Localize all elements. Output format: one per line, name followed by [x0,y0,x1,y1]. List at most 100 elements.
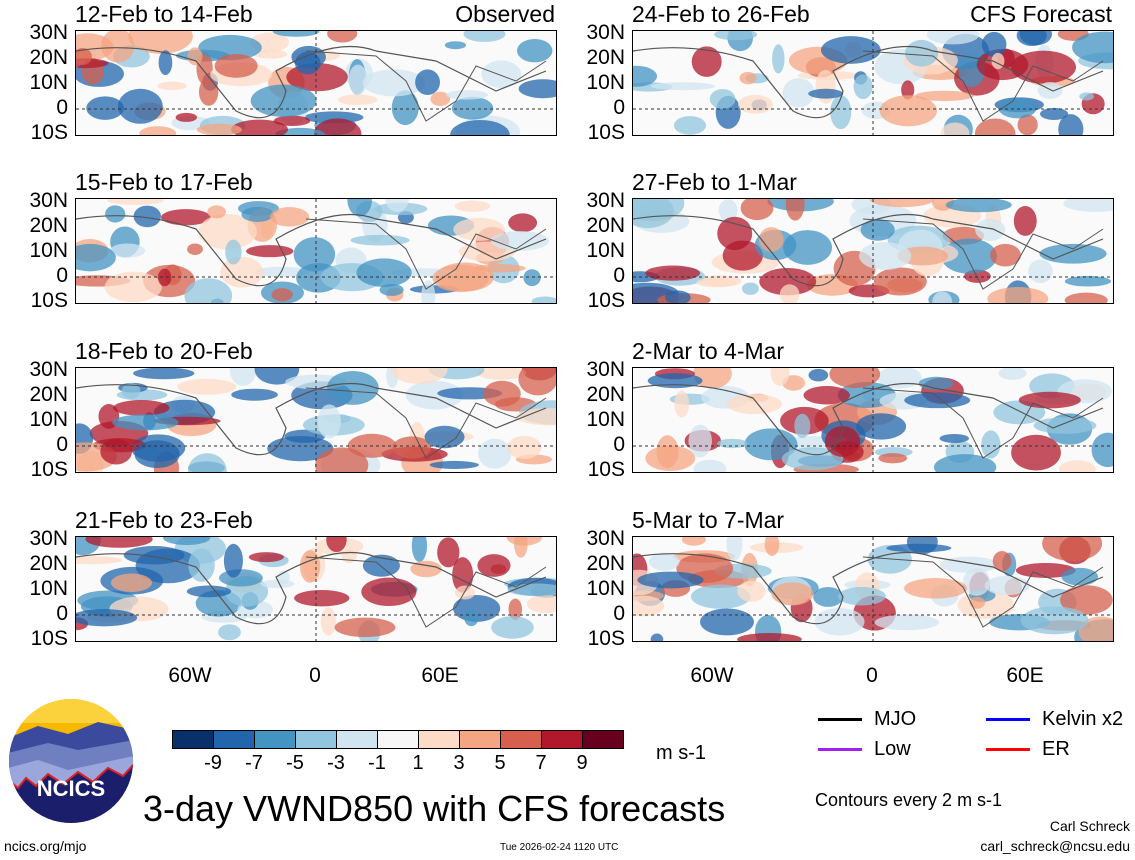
vwnd-map-panel [75,30,557,136]
lat-label: 20N [29,46,68,69]
lat-label: 30N [29,358,68,381]
lat-label: 20N [586,383,625,406]
lat-label: 0 [613,264,625,287]
colorbar-tick: -1 [368,752,386,774]
lat-label: 0 [56,264,68,287]
lat-label: 20N [586,46,625,69]
lat-label: 10S [587,627,625,650]
lat-label: 0 [613,602,625,625]
lat-label: 10N [29,577,68,600]
colorbar-swatch [214,731,255,748]
panel-date-range: 5-Mar to 7-Mar [632,507,785,533]
lat-label: 30N [586,358,625,381]
colorbar-swatch [337,731,378,748]
legend-label: Kelvin x2 [1042,708,1124,730]
lat-label: 30N [586,189,625,212]
legend-label: Low [874,738,911,760]
legend-mjo: MJO [818,708,916,731]
colorbar-swatch [296,731,337,748]
colorbar-tick: 1 [412,752,424,774]
colorbar-swatch [583,731,623,748]
colorbar-swatch [542,731,583,748]
legend-kelvin: Kelvin x2 [986,708,1123,731]
lat-label: 30N [586,527,625,550]
kelvin-line-swatch [986,718,1030,721]
lat-label: 10N [29,71,68,94]
legend-low: Low [818,738,911,761]
colorbar-tick: -5 [286,752,304,774]
lat-label: 10N [586,239,625,262]
colorbar-swatch [419,731,460,748]
lat-label: 30N [586,21,625,44]
er-line-swatch [986,748,1030,751]
legend-label: MJO [874,708,917,730]
colorbar-units: m s-1 [656,742,706,764]
colorbar-tick: -3 [327,752,345,774]
colorbar-swatch [173,731,214,748]
lat-label: 10N [586,577,625,600]
colorbar-swatch [501,731,542,748]
vwnd-map-panel [75,198,557,304]
panel-date-range: 12-Feb to 14-Feb [75,1,253,27]
panel-date-range: 18-Feb to 20-Feb [75,338,253,364]
lat-label: 20N [29,214,68,237]
colorbar-tick: 7 [535,752,547,774]
lat-label: 10S [30,458,68,481]
lat-label: 20N [586,552,625,575]
lat-label: 20N [586,214,625,237]
lat-label: 10N [29,239,68,262]
lon-label-60e: 60E [421,664,459,687]
lat-label: 10S [587,458,625,481]
panel-source-label: CFS Forecast [970,1,1112,27]
contours-note: Contours every 2 m s-1 [815,790,1003,810]
lat-label: 10S [30,289,68,312]
logo-text: NCICS [36,776,106,801]
lat-label: 0 [613,433,625,456]
lat-label: 30N [29,21,68,44]
ncics-logo: NCICS [8,698,134,824]
colorbar-tick: -7 [245,752,263,774]
author: Carl Schreck [1049,818,1130,834]
colorbar-tick: 9 [576,752,588,774]
panel-date-range: 24-Feb to 26-Feb [632,1,810,27]
vwnd-map-panel [75,367,557,473]
lat-label: 10S [30,121,68,144]
timestamp: Tue 2026-02-24 1120 UTC [500,842,619,853]
lat-label: 10N [586,408,625,431]
colorbar-tick: 3 [453,752,465,774]
vwnd-map-panel [632,198,1114,304]
lat-label: 0 [56,96,68,119]
panel-date-range: 27-Feb to 1-Mar [632,169,797,195]
lat-label: 10N [29,408,68,431]
lat-label: 10S [587,289,625,312]
lon-label-60w: 60W [168,664,212,687]
lat-label: 30N [29,527,68,550]
colorbar-tick: 5 [494,752,506,774]
website-link[interactable]: ncics.org/mjo [4,838,87,854]
mjo-line-swatch [818,718,862,721]
lon-label-0: 0 [309,664,321,687]
colorbar-swatch [460,731,501,748]
lat-label: 0 [613,96,625,119]
vwnd-map-panel [632,367,1114,473]
panel-date-range: 21-Feb to 23-Feb [75,507,253,533]
panel-date-range: 2-Mar to 4-Mar [632,338,785,364]
legend-label: ER [1042,738,1070,760]
lat-label: 0 [56,602,68,625]
lon-label-0-right: 0 [866,664,878,687]
lon-label-60w-right: 60W [690,664,734,687]
lat-label: 20N [29,552,68,575]
colorbar [172,730,624,749]
lat-label: 10N [586,71,625,94]
author-email[interactable]: carl_schreck@ncsu.edu [980,838,1130,854]
lon-label-60e-right: 60E [1006,664,1044,687]
vwnd-map-panel [632,30,1114,136]
colorbar-tick: -9 [204,752,222,774]
lat-label: 20N [29,383,68,406]
panel-source-label: Observed [455,1,555,27]
figure-title: 3-day VWND850 with CFS forecasts [143,788,726,829]
low-line-swatch [818,748,862,751]
lat-label: 10S [30,627,68,650]
lat-label: 10S [587,121,625,144]
legend-er: ER [986,738,1070,761]
